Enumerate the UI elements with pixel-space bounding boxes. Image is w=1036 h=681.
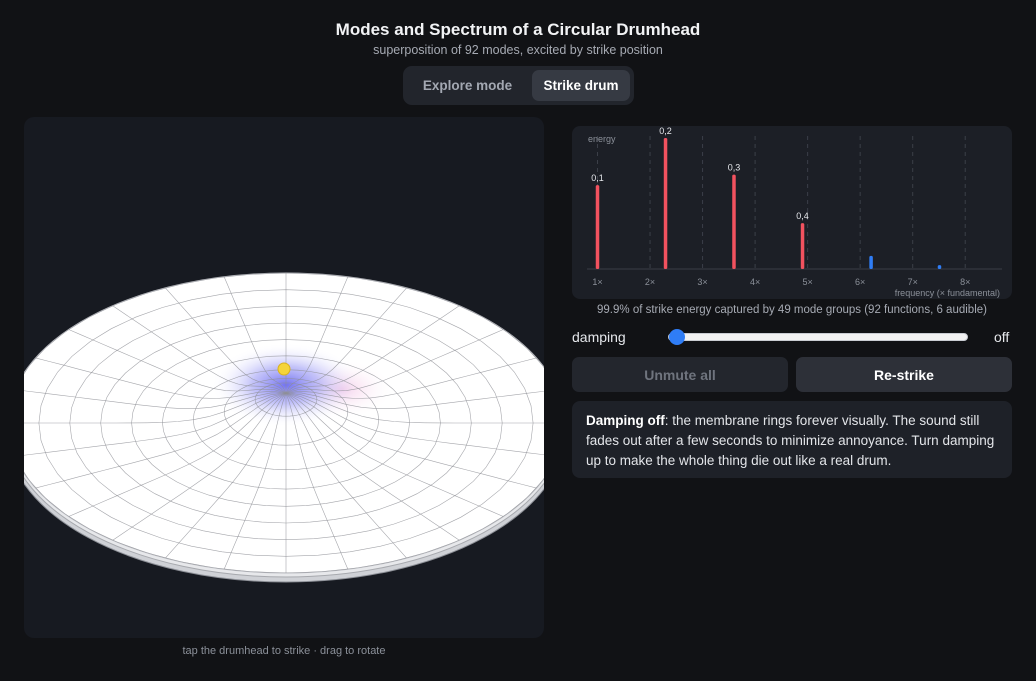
- damping-note: Damping off: the membrane rings forever …: [572, 401, 1012, 478]
- damping-slider-thumb[interactable]: [669, 329, 685, 345]
- mesh-spoke: [24, 392, 287, 457]
- page-title: Modes and Spectrum of a Circular Drumhea…: [335, 20, 701, 39]
- x-axis-label: frequency (× fundamental): [895, 288, 1000, 298]
- mesh-spoke: [285, 305, 460, 394]
- bar-mode-label: 0,2: [659, 126, 672, 136]
- mesh-spoke: [68, 329, 287, 394]
- spectrum-bar[interactable]: [595, 185, 600, 269]
- mesh-spoke: [285, 329, 504, 394]
- page-subtitle: superposition of 92 modes, excited by st…: [373, 43, 663, 57]
- mesh-spoke: [285, 392, 504, 517]
- spectrum-bar[interactable]: [732, 174, 736, 269]
- damping-slider-track[interactable]: [668, 333, 968, 341]
- damping-note-title: Damping off: [586, 413, 665, 428]
- strike-marker: [277, 362, 291, 376]
- mesh-spoke: [285, 392, 544, 424]
- mesh-spoke: [285, 276, 349, 394]
- mesh-spoke: [24, 392, 287, 424]
- mesh-spoke: [35, 392, 287, 489]
- damping-note-text: : the membrane rings forever visually. T…: [586, 413, 995, 468]
- x-tick-label: 4×: [750, 277, 760, 287]
- tab-strike-drum[interactable]: Strike drum: [532, 70, 630, 101]
- mesh-spoke: [165, 392, 287, 559]
- mesh-spoke: [285, 357, 537, 399]
- x-tick-label: 8×: [960, 277, 970, 287]
- mesh-spoke: [35, 357, 287, 399]
- mesh-spoke: [285, 287, 407, 394]
- y-axis-label: energy: [588, 134, 616, 144]
- mesh-spoke: [24, 389, 287, 409]
- mesh-spoke: [285, 392, 544, 457]
- mesh-spoke: [68, 392, 287, 517]
- damping-slider[interactable]: [668, 329, 968, 345]
- mesh-spoke: [285, 392, 460, 541]
- mesh-spoke: [285, 392, 349, 570]
- spectrum-svg: energy frequency (× fundamental) 1× 2× 3× 4…: [587, 126, 1002, 298]
- mesh-spoke: [112, 392, 287, 541]
- restrike-button[interactable]: Re-strike: [796, 357, 1012, 392]
- viewport-hint: tap the drumhead to strike · drag to rot…: [182, 645, 386, 657]
- damping-label: damping: [572, 329, 626, 345]
- x-tick-label: 6×: [855, 277, 865, 287]
- mesh-spoke: [112, 305, 287, 394]
- x-tick-label: 2×: [645, 277, 655, 287]
- mesh-spoke: [285, 392, 407, 559]
- mesh-spoke: [223, 392, 287, 570]
- mode-tabs: Explore mode Strike drum: [403, 66, 634, 105]
- mesh-spoke: [285, 389, 544, 409]
- mesh-ring: [24, 273, 544, 573]
- bar-mode-label: 0,4: [796, 211, 809, 221]
- drum-3d-viewport[interactable]: [24, 117, 544, 638]
- bar-mode-label: 0,3: [728, 163, 741, 173]
- damping-value: off: [994, 329, 1010, 345]
- mesh-spoke: [285, 392, 537, 489]
- x-tick-label: 3×: [697, 277, 707, 287]
- spectrum-caption: 99.9% of strike energy captured by 49 mo…: [597, 304, 987, 316]
- x-tick-label: 7×: [908, 277, 918, 287]
- membrane-mesh: [24, 273, 544, 573]
- spectrum-bar[interactable]: [800, 223, 805, 269]
- spectrum-chart: energy frequency (× fundamental) 1× 2× 3× 4…: [572, 126, 1012, 299]
- mesh-spoke: [223, 276, 287, 394]
- bar-mode-label: 0,1: [591, 173, 604, 183]
- spectrum-bar[interactable]: [869, 255, 873, 269]
- x-tick-label: 5×: [803, 277, 813, 287]
- drumhead-render[interactable]: [24, 117, 544, 638]
- unmute-all-button[interactable]: Unmute all: [572, 357, 788, 392]
- spectrum-bar[interactable]: [663, 138, 668, 269]
- tab-explore-mode[interactable]: Explore mode: [422, 78, 513, 93]
- mesh-spoke: [165, 287, 287, 394]
- x-tick-label: 1×: [592, 277, 602, 287]
- spectrum-bar[interactable]: [937, 265, 942, 269]
